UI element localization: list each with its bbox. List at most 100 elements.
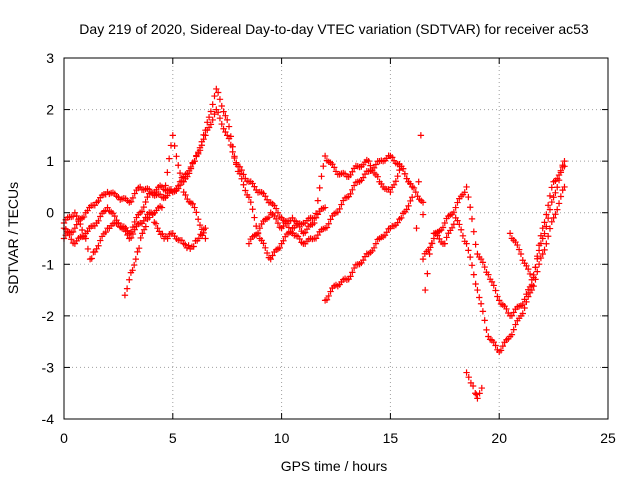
data-point [205, 113, 213, 121]
data-point [390, 181, 398, 189]
data-point [325, 220, 332, 227]
data-point [276, 244, 283, 252]
data-point [95, 242, 102, 249]
data-point [311, 219, 318, 227]
data-point [316, 184, 323, 192]
data-point [403, 175, 410, 182]
data-point [189, 200, 196, 208]
data-point [71, 224, 79, 232]
data-point [350, 264, 358, 272]
data-point [207, 108, 215, 115]
data-point [490, 338, 497, 346]
data-point [519, 300, 526, 308]
data-point [525, 265, 532, 273]
data-point [360, 174, 367, 181]
data-point [396, 166, 403, 174]
data-point [430, 235, 438, 242]
data-point [91, 248, 99, 256]
data-point [519, 310, 526, 317]
data-point [220, 125, 227, 132]
y-axis-label: SDTVAR / TECUs [5, 182, 21, 294]
data-point [543, 211, 550, 218]
data-point [468, 215, 476, 223]
data-point [389, 154, 396, 161]
data-point [327, 288, 334, 295]
data-point [240, 181, 247, 188]
data-point [68, 236, 75, 243]
data-point [78, 226, 86, 234]
data-point [280, 237, 287, 244]
y-tick-label: 0 [46, 205, 54, 221]
data-point [399, 165, 407, 172]
data-point [242, 187, 249, 194]
data-point [349, 269, 356, 276]
data-point [173, 153, 180, 160]
data-point [499, 342, 507, 350]
data-point [552, 211, 559, 218]
data-point [195, 235, 203, 242]
data-point [175, 162, 182, 169]
data-point [494, 293, 501, 300]
data-point [510, 309, 517, 316]
data-point [481, 263, 488, 271]
data-point [544, 233, 552, 240]
data-point [216, 96, 224, 103]
data-point [550, 214, 557, 222]
data-point [321, 204, 329, 211]
data-point [146, 214, 153, 221]
data-point [127, 234, 135, 242]
data-point [523, 262, 530, 270]
data-point [370, 244, 378, 251]
data-point [517, 250, 525, 258]
data-point [465, 247, 472, 254]
data-point [360, 256, 367, 264]
data-point [372, 240, 380, 247]
data-point [548, 184, 555, 191]
x-tick-label: 15 [383, 430, 399, 446]
data-point [285, 224, 293, 231]
data-point [535, 247, 543, 254]
data-point [111, 212, 118, 220]
data-point [413, 224, 420, 232]
data-point [245, 240, 253, 247]
data-point [463, 369, 470, 376]
data-point [338, 201, 345, 208]
data-point [142, 198, 149, 206]
data-point [532, 264, 539, 271]
data-point [213, 85, 220, 93]
data-point [225, 123, 233, 130]
data-point [490, 282, 497, 289]
data-point [347, 190, 354, 198]
data-point [272, 215, 280, 223]
data-point [334, 208, 342, 216]
data-point [474, 286, 481, 294]
y-tick-label: 1 [46, 153, 54, 169]
data-point [301, 229, 309, 236]
data-point [419, 255, 427, 263]
data-point [512, 321, 519, 328]
data-point [197, 231, 204, 238]
data-point [539, 224, 546, 232]
y-tick-label: -1 [42, 256, 55, 272]
data-point [229, 148, 236, 156]
data-point [452, 204, 459, 211]
data-point [492, 287, 499, 294]
x-axis-label: GPS time / hours [281, 458, 388, 474]
data-point [463, 183, 470, 191]
data-point [224, 116, 231, 124]
data-point [508, 331, 516, 338]
data-point [372, 161, 380, 168]
data-point [176, 181, 184, 189]
data-point [405, 202, 412, 210]
data-point [194, 150, 202, 158]
y-tick-label: 2 [46, 102, 54, 118]
data-point [559, 161, 566, 169]
data-point [383, 229, 390, 236]
data-point [209, 101, 216, 108]
data-point [557, 193, 565, 200]
data-point [403, 206, 410, 213]
data-point [485, 271, 492, 278]
data-point [497, 347, 505, 354]
data-point [461, 189, 468, 196]
